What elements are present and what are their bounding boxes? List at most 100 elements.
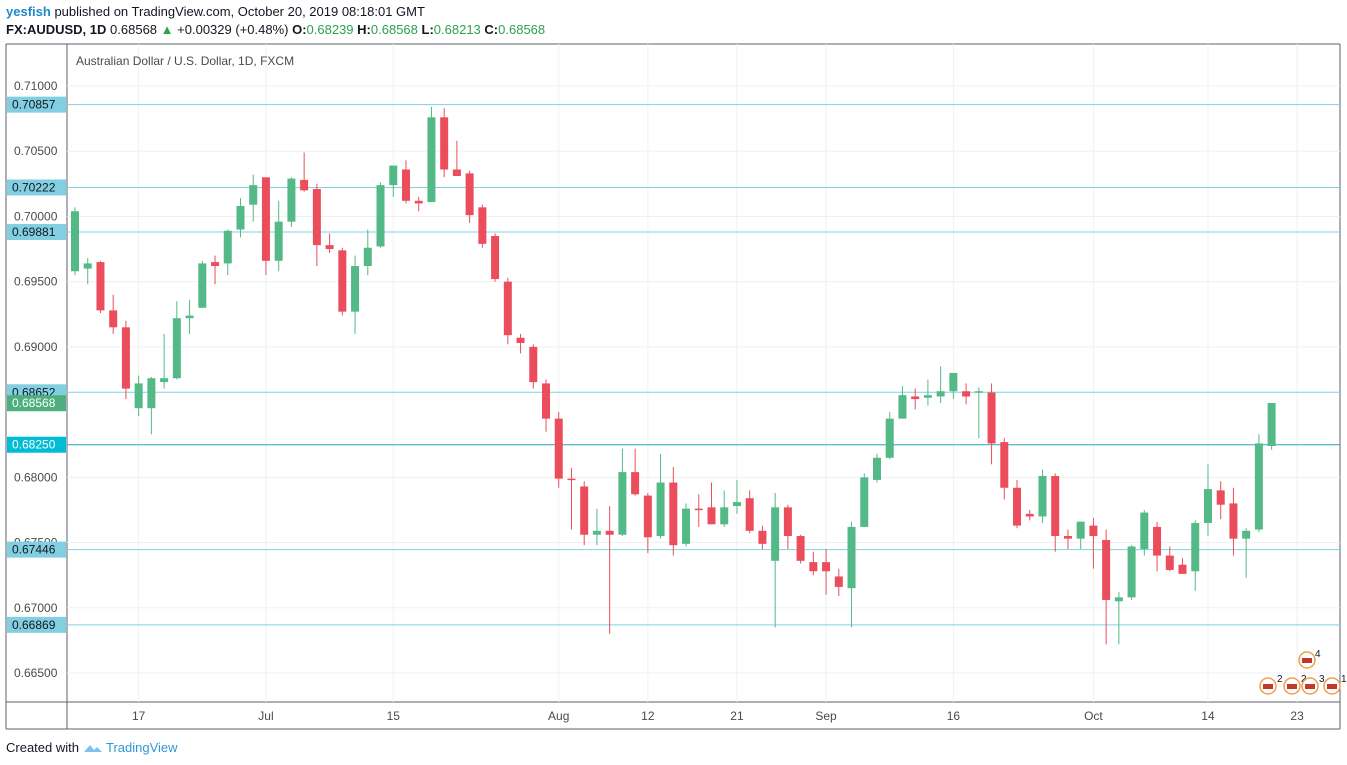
author-link[interactable]: yesfish [6,4,51,19]
candle-down [1013,487,1022,526]
candle-up [1203,489,1212,523]
candle-down [211,262,220,267]
candle-down [987,392,996,444]
publish-info: published on TradingView.com, October 20… [54,4,425,19]
event-count: 12 [1341,674,1347,685]
candle-down [465,173,474,216]
candle-up [656,482,665,537]
candle-down [96,262,105,311]
y-tick-label: 0.66500 [14,666,58,680]
level-tag [7,96,66,113]
candle-up [872,457,881,480]
candle-up [949,372,958,392]
candle-up [923,395,932,398]
candle-up [160,378,169,383]
tradingview-link[interactable]: TradingView [105,740,178,755]
candle-down [542,383,551,419]
event-count: 2 [1277,674,1283,685]
candle-down [643,495,652,538]
change-value: +0.00329 (+0.48%) [177,22,289,37]
x-tick-label: Sep [815,709,837,723]
event-count: 2 [1301,674,1307,685]
candle-down [121,327,130,389]
current-level-tag [7,436,66,453]
candle-down [401,169,410,201]
candle-down [758,530,767,544]
candle-down [300,179,309,191]
candle-down [1102,539,1111,600]
candle-down [261,177,270,261]
candle-down [1153,526,1162,556]
candle-down [325,245,334,250]
low-label: L: [421,22,434,37]
high-value: 0.68568 [370,22,418,37]
event-count: 3 [1319,674,1325,685]
candle-up [389,165,398,186]
level-tag-label: 0.69881 [12,225,56,239]
candle-down [1089,525,1098,537]
y-tick-label: 0.68000 [14,470,58,484]
candle-down [1178,564,1187,574]
level-tag [7,179,66,196]
candle-up [1127,546,1136,598]
candle-up [147,378,156,409]
x-tick-label: 16 [947,709,961,723]
candle-up [249,185,258,205]
last-price: 0.68568 [110,22,158,37]
candle-down [414,200,423,204]
x-tick-label: 12 [641,709,655,723]
candle-up [974,391,983,393]
flag-stripe [1287,684,1297,689]
level-tag-label: 0.66869 [12,618,56,632]
candle-down [529,346,538,383]
x-tick-label: 15 [387,709,401,723]
candle-down [1063,536,1072,539]
candle-down [962,391,971,397]
level-tag [7,616,66,633]
x-tick-label: Oct [1084,709,1103,723]
candle-up [351,266,360,312]
candle-down [783,507,792,537]
candle-up [1267,402,1276,447]
low-value: 0.68213 [433,22,481,37]
candle-down [109,310,118,328]
candle-down [1216,490,1225,505]
flag-stripe [1263,684,1273,689]
candle-down [745,498,754,531]
candle-up [427,117,436,203]
candle-up [898,395,907,419]
chart-title: Australian Dollar / U.S. Dollar, 1D, FXC… [76,54,294,68]
candle-up [236,206,245,230]
candle-up [885,418,894,458]
candle-up [223,230,232,264]
y-tick-label: 0.70500 [14,144,58,158]
candle-down [580,486,589,535]
price-tag-label: 0.68568 [12,396,56,410]
candle-down [694,508,703,511]
y-tick-label: 0.70000 [14,209,58,223]
candle-up [287,178,296,222]
flag-stripe [1305,684,1315,689]
flag-stripe [1302,658,1312,663]
candle-up [1191,522,1200,572]
x-tick-label: 17 [132,709,146,723]
footer: Created with TradingView [6,740,178,755]
x-tick-label: 14 [1201,709,1215,723]
candle-down [822,562,831,572]
y-tick-label: 0.69000 [14,340,58,354]
open-label: O: [292,22,307,37]
candle-down [554,418,563,479]
high-label: H: [357,22,371,37]
candle-down [503,281,512,336]
candle-down [707,507,716,525]
level-tag-label: 0.70222 [12,180,56,194]
level-tag-label: 0.67446 [12,543,56,557]
ohlc-line: FX:AUDUSD, 1D 0.68568 ▲ +0.00329 (+0.48%… [6,22,545,37]
candle-up [185,315,194,319]
candle-up [274,221,283,261]
candle-down [1025,513,1034,517]
candle-up [198,263,207,308]
candle-down [669,482,678,546]
plot-area [67,44,1340,702]
